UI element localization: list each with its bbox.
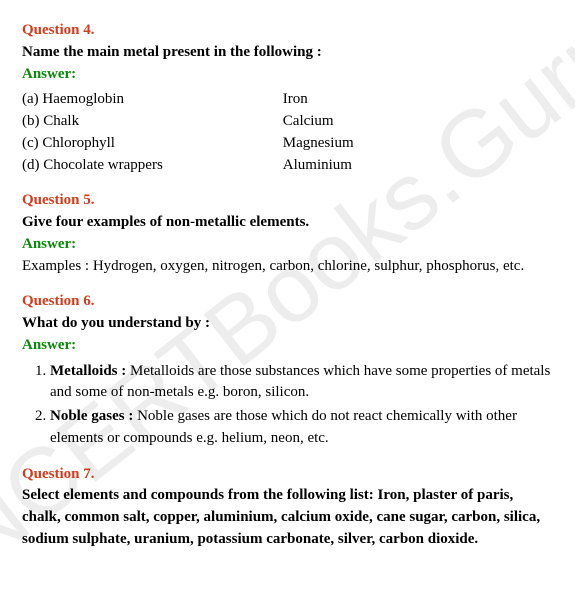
cell-item: (c) Chlorophyll (22, 133, 283, 155)
question-5-body: Examples : Hydrogen, oxygen, nitrogen, c… (22, 256, 553, 278)
question-4: Question 4. Name the main metal present … (22, 20, 553, 176)
list-item: Noble gases : Noble gases are those whic… (50, 406, 553, 450)
question-5-text: Give four examples of non-metallic eleme… (22, 212, 553, 234)
question-4-answer-label: Answer: (22, 64, 553, 86)
cell-item: (d) Chocolate wrappers (22, 155, 283, 177)
question-5-answer-label: Answer: (22, 234, 553, 256)
question-7-text: Select elements and compounds from the f… (22, 485, 553, 550)
cell-metal: Aluminium (283, 155, 354, 177)
question-4-table: (a) Haemoglobin Iron (b) Chalk Calcium (… (22, 89, 354, 176)
table-row: (c) Chlorophyll Magnesium (22, 133, 354, 155)
question-7: Question 7. Select elements and compound… (22, 464, 553, 551)
question-5-label: Question 5. (22, 190, 553, 212)
cell-item: (b) Chalk (22, 111, 283, 133)
term-metalloids: Metalloids : (50, 363, 126, 379)
table-row: (d) Chocolate wrappers Aluminium (22, 155, 354, 177)
cell-metal: Calcium (283, 111, 354, 133)
question-6-text: What do you understand by : (22, 313, 553, 335)
cell-metal: Iron (283, 89, 354, 111)
question-4-text: Name the main metal present in the follo… (22, 42, 553, 64)
list-item: Metalloids : Metalloids are those substa… (50, 361, 553, 405)
question-4-label: Question 4. (22, 20, 553, 42)
question-6-list: Metalloids : Metalloids are those substa… (22, 361, 553, 450)
question-7-label: Question 7. (22, 464, 553, 486)
question-6-label: Question 6. (22, 291, 553, 313)
def-metalloids: Metalloids are those substances which ha… (50, 363, 550, 401)
cell-metal: Magnesium (283, 133, 354, 155)
question-6-answer-label: Answer: (22, 335, 553, 357)
term-noble-gases: Noble gases : (50, 408, 133, 424)
table-row: (a) Haemoglobin Iron (22, 89, 354, 111)
question-6: Question 6. What do you understand by : … (22, 291, 553, 449)
question-5: Question 5. Give four examples of non-me… (22, 190, 553, 277)
table-row: (b) Chalk Calcium (22, 111, 354, 133)
cell-item: (a) Haemoglobin (22, 89, 283, 111)
